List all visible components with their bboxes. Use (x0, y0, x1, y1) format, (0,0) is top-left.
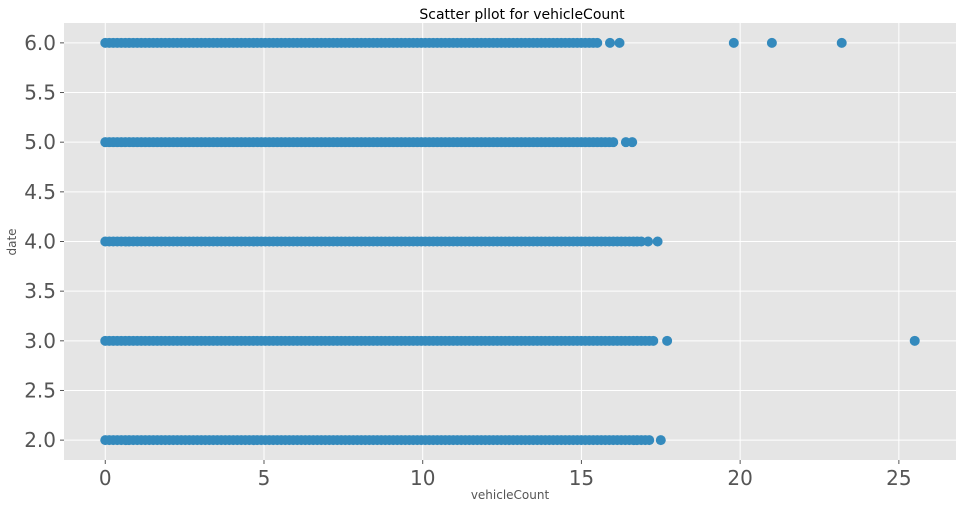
data-points (100, 37, 920, 446)
y-tick-label: 4.5 (24, 180, 56, 204)
data-point (662, 335, 673, 346)
y-tick-label: 4.0 (24, 230, 56, 254)
axis-ticks: 0 5 10 15 20 25 2.0 2.5 3.0 3.5 4.0 4.5 5.0 5.5 6.0 (24, 31, 911, 490)
y-tick-label: 2.5 (24, 378, 56, 402)
data-point (627, 137, 638, 148)
x-tick-label: 0 (99, 466, 112, 490)
data-point (909, 335, 920, 346)
x-tick-label: 20 (727, 466, 752, 490)
y-tick-label: 2.0 (24, 428, 56, 452)
x-tick-label: 15 (569, 466, 594, 490)
x-tick-label: 25 (886, 466, 911, 490)
y-axis-label: date (5, 228, 19, 255)
data-point (614, 37, 625, 48)
data-point (652, 236, 663, 247)
data-point (655, 435, 666, 446)
y-tick-label: 5.0 (24, 130, 56, 154)
data-point (648, 335, 659, 346)
data-point (766, 37, 777, 48)
data-point (608, 137, 619, 148)
data-point (592, 37, 603, 48)
y-tick-label: 3.0 (24, 329, 56, 353)
data-point (644, 435, 655, 446)
data-point (604, 37, 615, 48)
chart-title: Scatter pllot for vehicleCount (419, 7, 625, 23)
data-point (643, 236, 654, 247)
x-tick-label: 5 (258, 466, 271, 490)
x-tick-label: 10 (410, 466, 435, 490)
y-tick-label: 3.5 (24, 279, 56, 303)
data-point (728, 37, 739, 48)
y-tick-label: 6.0 (24, 31, 56, 55)
x-axis-label: vehicleCount (471, 488, 550, 502)
y-tick-label: 5.5 (24, 81, 56, 105)
data-point (836, 37, 847, 48)
